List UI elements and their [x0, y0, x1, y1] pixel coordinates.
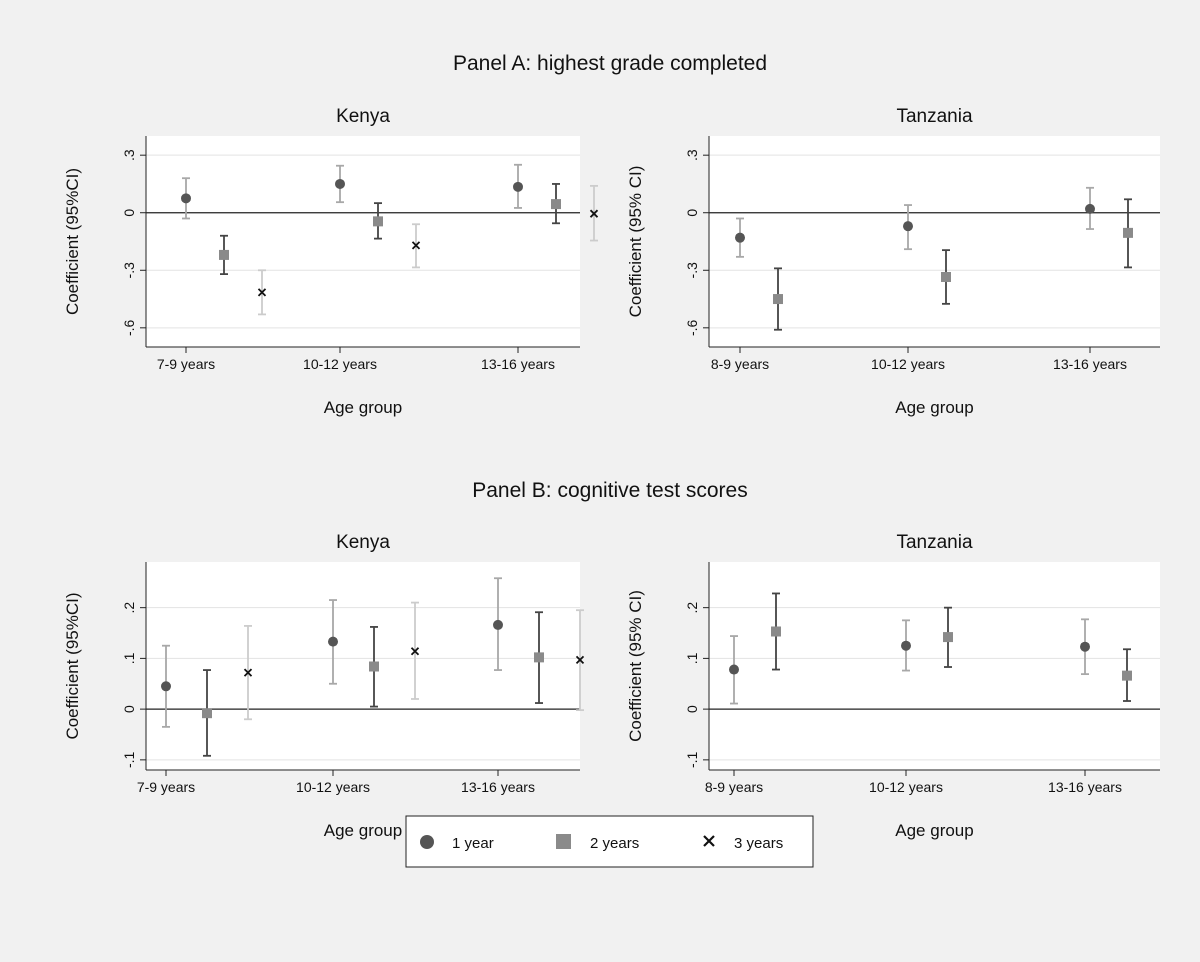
- series-1-year: [729, 618, 1090, 705]
- y-tick-label: -.6: [684, 319, 700, 336]
- x-tick-label: 10-12 years: [296, 779, 370, 795]
- point-1-year: [735, 232, 745, 243]
- point-2-years: [1123, 227, 1133, 238]
- point-2-years: [369, 661, 379, 672]
- point-1-year: [181, 193, 191, 204]
- point-2-years: [943, 632, 953, 643]
- plot-title: Tanzania: [896, 106, 972, 127]
- x-tick-label: 8-9 years: [711, 356, 769, 372]
- x-tick-label: 13-16 years: [1053, 356, 1127, 372]
- x-tick-label: 7-9 years: [137, 779, 195, 795]
- y-tick-label: .2: [684, 602, 700, 614]
- x-tick-label: 8-9 years: [705, 779, 763, 795]
- x-tick-label: 10-12 years: [871, 356, 945, 372]
- point-1-year: [901, 640, 911, 651]
- y-axis-label: Coefficient (95%CI): [63, 168, 82, 315]
- point-1-year: [335, 178, 345, 189]
- x-tick-label: 7-9 years: [157, 356, 215, 372]
- series-2-years: [219, 183, 561, 276]
- y-tick-label: .3: [121, 149, 137, 161]
- x-tick-label: 10-12 years: [303, 356, 377, 372]
- y-tick-label: .2: [121, 602, 137, 614]
- series-2-years: [773, 198, 1133, 331]
- point-2-years: [373, 216, 383, 227]
- chart-a-kenya: -.6 -.3 0 .3 7-9 years 10-12 years 13-16 years…: [63, 106, 599, 417]
- legend-label-1-year: 1 year: [452, 835, 494, 852]
- point-2-years: [773, 294, 783, 305]
- legend-label-2-years: 2 years: [590, 835, 639, 852]
- x-tick-label: 10-12 years: [869, 779, 943, 795]
- point-3-years: [257, 288, 267, 297]
- plot-area: [146, 562, 580, 770]
- chart-b-tanzania: -.1 0 .1 .2 8-9 years 10-12 years 13-16 years T…: [626, 532, 1160, 840]
- x-axis-label: Age group: [324, 398, 402, 417]
- y-tick-label: .3: [684, 149, 700, 161]
- y-tick-label: 0: [684, 209, 700, 217]
- y-tick-label: 0: [684, 705, 700, 713]
- x-axis-label: Age group: [895, 398, 973, 417]
- legend-marker-1-year: [420, 835, 434, 849]
- panel-a-title: Panel A: highest grade completed: [453, 52, 767, 75]
- point-3-years: [410, 647, 420, 656]
- legend-marker-2-years: [556, 834, 571, 849]
- y-axis-label: Coefficient (95% CI): [626, 590, 645, 742]
- point-3-years: [575, 655, 585, 665]
- legend-box: [405, 815, 814, 868]
- plot-area: [709, 136, 1160, 347]
- y-tick-label: 0: [121, 705, 137, 713]
- point-1-year: [729, 664, 739, 675]
- legend: 1 year 2 years 3 years: [405, 815, 814, 868]
- point-3-years: [243, 668, 253, 677]
- plot-title: Kenya: [336, 532, 390, 553]
- point-2-years: [941, 271, 951, 282]
- point-3-years: [589, 209, 599, 218]
- point-3-years: [411, 241, 421, 250]
- series-3-years: [257, 184, 599, 316]
- point-1-year: [1085, 203, 1095, 214]
- x-tick-label: 13-16 years: [481, 356, 555, 372]
- point-1-year: [903, 221, 913, 232]
- y-tick-label: .1: [121, 652, 137, 664]
- series-1-year: [161, 577, 503, 728]
- series-3-years: [243, 601, 585, 721]
- y-tick-label: -.3: [121, 262, 137, 279]
- charts-container: -.6 -.3 0 .3 7-9 years 10-12 years 13-16 years…: [63, 106, 1160, 840]
- y-tick-label: -.1: [121, 751, 137, 768]
- y-tick-label: .1: [684, 652, 700, 664]
- point-2-years: [219, 249, 229, 260]
- point-2-years: [202, 708, 212, 719]
- plot-area: [146, 136, 580, 347]
- x-tick-label: 13-16 years: [461, 779, 535, 795]
- y-tick-label: -.3: [684, 262, 700, 279]
- x-tick-label: 13-16 years: [1048, 779, 1122, 795]
- y-tick-label: -.1: [684, 751, 700, 768]
- y-axis-label: Coefficient (95% CI): [626, 166, 645, 318]
- y-tick-label: 0: [121, 209, 137, 217]
- legend-marker-3-years: [703, 835, 715, 847]
- y-axis-label: Coefficient (95%CI): [63, 592, 82, 739]
- panel-b-title: Panel B: cognitive test scores: [472, 479, 747, 502]
- series-1-year: [735, 186, 1095, 258]
- y-tick-label: -.6: [121, 319, 137, 336]
- plot-title: Tanzania: [896, 532, 972, 553]
- point-1-year: [328, 636, 338, 647]
- point-2-years: [771, 626, 781, 637]
- chart-a-tanzania: -.6 -.3 0 .3 8-9 years 10-12 years 13-16 years…: [626, 106, 1160, 417]
- point-1-year: [493, 619, 503, 630]
- x-axis-label: Age group: [895, 821, 973, 840]
- plot-title: Kenya: [336, 106, 390, 127]
- point-2-years: [1122, 670, 1132, 681]
- point-1-year: [1080, 641, 1090, 652]
- point-2-years: [551, 199, 561, 210]
- series-1-year: [181, 163, 523, 220]
- point-1-year: [513, 181, 523, 192]
- series-2-years: [202, 611, 544, 757]
- x-axis-label: Age group: [324, 821, 402, 840]
- point-1-year: [161, 681, 171, 692]
- legend-label-3-years: 3 years: [734, 835, 783, 852]
- chart-b-kenya: -.1 0 .1 .2 7-9 years 10-12 years 13-16 years K…: [63, 532, 585, 840]
- series-2-years: [771, 592, 1132, 702]
- point-2-years: [534, 652, 544, 663]
